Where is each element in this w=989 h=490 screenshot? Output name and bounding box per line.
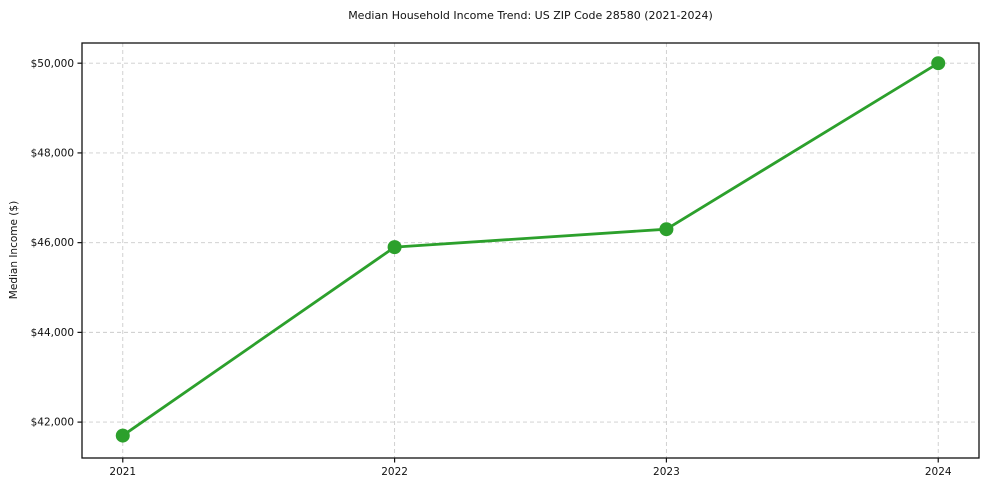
y-tick-label: $42,000 xyxy=(31,417,74,429)
y-tick-label: $50,000 xyxy=(31,58,74,70)
y-tick-label: $46,000 xyxy=(31,237,74,249)
x-tick-label: 2022 xyxy=(381,466,408,478)
y-tick-label: $44,000 xyxy=(31,327,74,339)
chart-title: Median Household Income Trend: US ZIP Co… xyxy=(348,9,713,22)
x-tick-label: 2024 xyxy=(925,466,952,478)
x-tick-label: 2023 xyxy=(653,466,680,478)
x-tick-label: 2021 xyxy=(109,466,136,478)
income-point xyxy=(659,222,674,237)
income-point xyxy=(387,240,402,255)
income-point xyxy=(931,56,946,71)
income-point xyxy=(115,428,130,443)
income-line xyxy=(121,61,940,437)
y-tick-label: $48,000 xyxy=(31,148,74,160)
plot-border xyxy=(81,42,980,459)
